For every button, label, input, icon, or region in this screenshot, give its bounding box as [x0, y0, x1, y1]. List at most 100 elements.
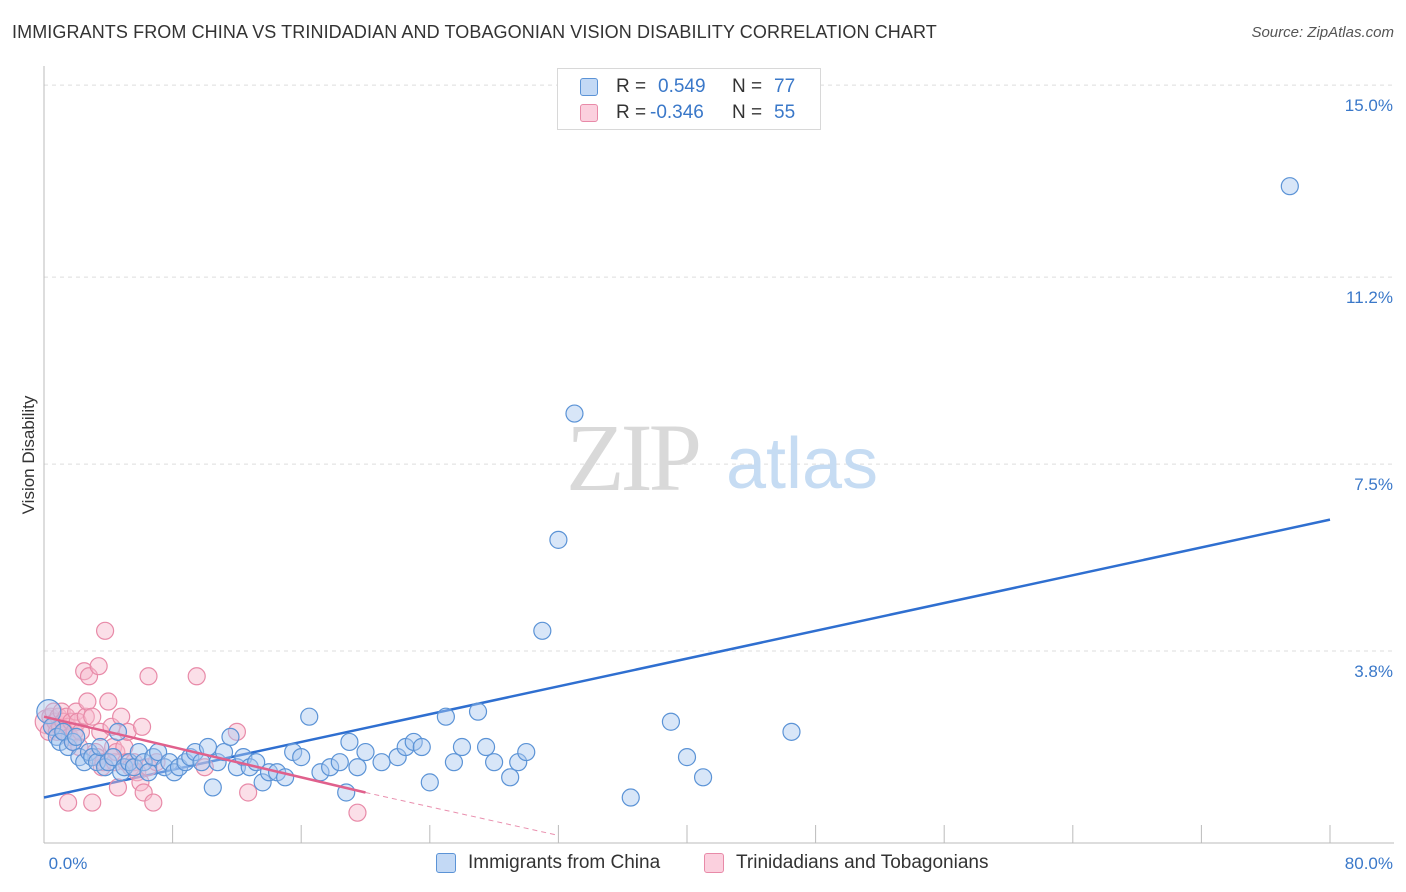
y-axis-label: Vision Disability — [19, 395, 38, 515]
trinidad-point — [59, 793, 78, 812]
china-point — [91, 737, 110, 757]
china-point — [661, 712, 681, 731]
n-label: N = — [732, 76, 763, 97]
trinidad-point — [83, 707, 102, 726]
trinidad-swatch — [704, 853, 724, 873]
china-point — [444, 753, 464, 772]
trinidad-point — [75, 662, 94, 681]
r-value: -0.346 — [650, 102, 704, 123]
source-label: Source: ZipAtlas.com — [1251, 24, 1394, 41]
trinidad-point — [78, 692, 97, 711]
china-point — [67, 727, 86, 747]
china-point — [160, 753, 179, 772]
trinidad-point — [76, 707, 95, 726]
china-point — [693, 768, 713, 787]
china-point — [549, 530, 568, 549]
trinidad-point — [108, 778, 128, 797]
trinidad-point — [83, 793, 102, 812]
trinidad-point — [139, 667, 158, 686]
trinidad-point — [132, 717, 152, 736]
legend-item-trinidad[interactable]: Trinidadians and Tobagonians — [704, 852, 988, 874]
legend-label-china: Immigrants from China — [468, 852, 661, 873]
legend-row-china: R = 0.549 N = 77 — [580, 75, 795, 99]
r-label: R = — [616, 102, 647, 123]
china-point — [63, 732, 83, 752]
china-point — [292, 748, 311, 767]
china-swatch — [580, 78, 598, 96]
china-point — [115, 758, 134, 777]
china-point — [452, 737, 472, 757]
china-point — [485, 753, 504, 772]
china-point — [356, 742, 375, 762]
trinidad-trendline-dashed — [365, 791, 559, 836]
china-swatch — [436, 853, 456, 873]
china-point — [468, 702, 488, 721]
china-points — [36, 177, 1299, 807]
china-point — [99, 753, 118, 772]
n-value: 77 — [774, 76, 796, 97]
trinidad-point — [95, 621, 115, 640]
china-point — [129, 742, 148, 762]
gridlines — [44, 84, 1394, 652]
china-point — [253, 773, 272, 792]
china-point — [533, 621, 552, 640]
trinidad-point — [187, 667, 206, 686]
china-point — [214, 742, 234, 762]
x-tick-label: 0.0% — [49, 854, 88, 873]
china-point — [165, 763, 184, 782]
watermark-zip: ZIP — [566, 404, 699, 511]
x-tick-label: 80.0% — [1345, 854, 1393, 873]
correlation-legend: R = 0.549 N = 77 R = -0.346 N = 55 — [557, 68, 821, 130]
china-point — [412, 737, 431, 757]
china-point — [1280, 177, 1299, 196]
y-tick-label: 15.0% — [1345, 96, 1393, 115]
watermark: ZIP atlas — [566, 404, 878, 511]
trinidad-point — [89, 657, 108, 676]
trinidad-point — [124, 753, 144, 772]
china-trendline — [43, 518, 1331, 799]
china-point — [782, 722, 801, 741]
china-point — [139, 763, 158, 782]
axes — [43, 66, 1394, 844]
china-point — [517, 742, 536, 762]
china-point — [621, 788, 640, 807]
trinidad-point — [239, 783, 258, 802]
chart-title: IMMIGRANTS FROM CHINA VS TRINIDADIAN AND… — [12, 22, 937, 42]
china-point — [501, 768, 520, 787]
china-point — [677, 748, 697, 767]
series-legend: Immigrants from China Trinidadians and T… — [0, 852, 1406, 876]
china-point — [104, 748, 123, 767]
china-point — [476, 737, 496, 757]
china-point — [155, 758, 174, 777]
r-value: 0.549 — [658, 76, 706, 97]
legend-label-trinidad: Trinidadians and Tobagonians — [736, 852, 989, 873]
watermark-atlas: atlas — [726, 424, 878, 504]
china-point — [70, 748, 89, 767]
china-point — [565, 404, 584, 423]
china-point — [340, 732, 359, 752]
legend-row-trinidad: R = -0.346 N = 55 — [580, 101, 795, 125]
trinidad-swatch — [580, 104, 598, 122]
china-point — [436, 707, 455, 726]
legend-item-china[interactable]: Immigrants from China — [436, 852, 660, 874]
n-label: N = — [732, 102, 763, 123]
china-point — [321, 758, 340, 777]
r-label: R = — [616, 76, 647, 97]
china-point — [348, 758, 367, 777]
china-point — [300, 707, 319, 726]
trinidad-trendline-solid — [43, 715, 366, 794]
china-point — [420, 773, 439, 792]
y-tick-label: 11.2% — [1346, 288, 1393, 307]
trinidad-point — [348, 803, 367, 822]
trinidad-point — [112, 707, 131, 726]
china-point — [203, 778, 222, 797]
trinidad-point — [99, 692, 118, 711]
china-point — [36, 699, 62, 725]
trinidad-point — [144, 793, 163, 812]
y-tick-label: 3.8% — [1354, 662, 1393, 681]
china-trendline-solid — [43, 518, 1331, 799]
china-point — [372, 753, 391, 772]
china-point — [221, 727, 240, 747]
china-point — [144, 748, 163, 767]
